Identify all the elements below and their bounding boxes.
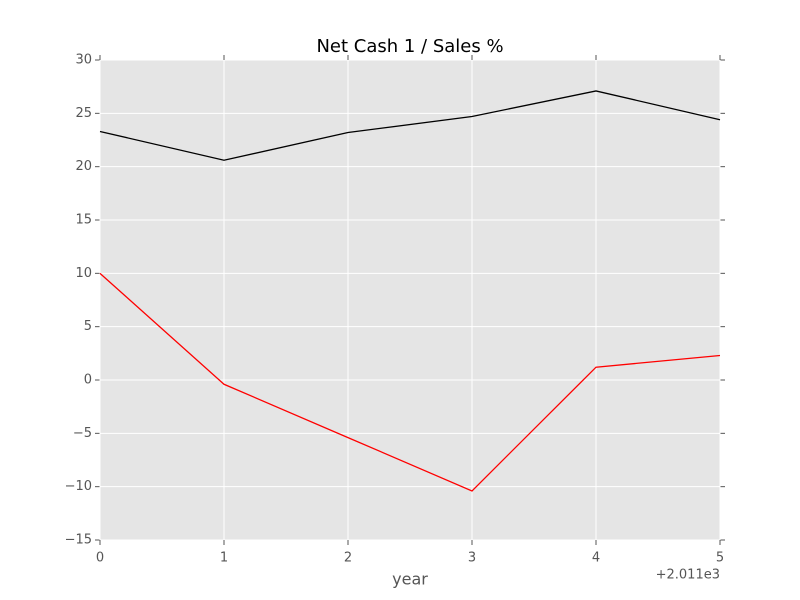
y-tick-label: 5 [84,319,92,334]
y-tick-label: 20 [75,159,92,174]
y-tick-label: 15 [75,213,92,228]
y-tick-label: 10 [75,266,92,281]
x-tick-label: 2 [344,551,352,566]
x-tick-label: 5 [716,551,724,566]
x-tick-label: 0 [96,551,104,566]
y-tick-label: 30 [75,53,92,68]
y-tick-label: −5 [73,426,92,441]
y-tick-label: −15 [65,533,92,548]
x-tick-label: 3 [468,551,476,566]
series-line [99,272,721,492]
x-offset-label: +2.011e3 [656,568,720,583]
chart-title: Net Cash 1 / Sales % [316,36,503,57]
y-tick-label: 25 [75,106,92,121]
x-axis-label: year [392,570,428,589]
x-tick-label: 4 [592,551,600,566]
y-tick-label: 0 [84,373,92,388]
plot-area [100,60,720,540]
series-line [99,90,721,161]
y-tick-label: −10 [65,479,92,494]
x-tick-label: 1 [220,551,228,566]
